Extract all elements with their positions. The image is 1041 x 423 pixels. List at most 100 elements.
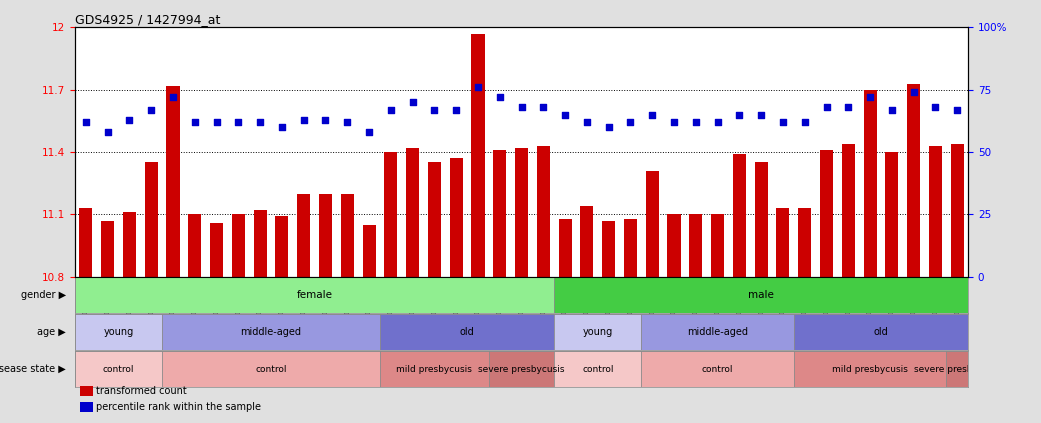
Bar <box>428 162 441 277</box>
Point <box>426 106 442 113</box>
Text: GDS4925 / 1427994_at: GDS4925 / 1427994_at <box>75 14 221 26</box>
Bar <box>406 148 420 277</box>
Bar <box>319 194 332 277</box>
Bar <box>842 144 855 277</box>
Point <box>382 106 399 113</box>
Bar <box>950 144 964 277</box>
Bar <box>340 194 354 277</box>
Bar <box>472 34 484 277</box>
Bar <box>755 162 767 277</box>
Text: young: young <box>583 327 613 337</box>
Bar <box>75 351 162 387</box>
Bar <box>733 154 746 277</box>
Bar <box>794 351 946 387</box>
Bar <box>798 208 811 277</box>
Bar <box>380 314 554 350</box>
Text: young: young <box>103 327 133 337</box>
Text: severe presbycusis: severe presbycusis <box>914 365 1000 374</box>
Text: control: control <box>582 365 613 374</box>
Point <box>884 106 900 113</box>
Point <box>709 119 726 126</box>
Point <box>252 119 269 126</box>
Text: old: old <box>460 327 475 337</box>
Point <box>818 104 835 110</box>
Bar <box>645 171 659 277</box>
Bar <box>450 158 462 277</box>
Bar <box>554 277 968 313</box>
Point <box>665 119 682 126</box>
Point <box>448 106 464 113</box>
Point <box>906 89 922 96</box>
Bar <box>581 206 593 277</box>
Bar <box>777 208 789 277</box>
Bar <box>276 217 288 277</box>
Text: age ▶: age ▶ <box>37 327 66 337</box>
Point <box>949 106 966 113</box>
Bar <box>641 314 794 350</box>
Point <box>513 104 530 110</box>
Bar <box>820 150 833 277</box>
Point <box>928 104 944 110</box>
Point <box>361 129 378 135</box>
Bar <box>123 212 136 277</box>
Point <box>339 119 356 126</box>
Text: mild presbycusis: mild presbycusis <box>397 365 473 374</box>
Bar <box>885 152 898 277</box>
Point <box>318 116 334 123</box>
Point <box>296 116 312 123</box>
Text: male: male <box>748 291 775 300</box>
Text: transformed count: transformed count <box>96 386 186 396</box>
Point <box>579 119 595 126</box>
Point <box>840 104 857 110</box>
Point <box>862 94 879 101</box>
Bar <box>689 214 703 277</box>
Bar <box>75 277 554 313</box>
Point <box>77 119 94 126</box>
Text: disease state ▶: disease state ▶ <box>0 364 66 374</box>
Text: mild presbycusis: mild presbycusis <box>832 365 908 374</box>
Bar <box>79 208 93 277</box>
Point <box>623 119 639 126</box>
Bar <box>362 225 376 277</box>
Text: severe presbycusis: severe presbycusis <box>478 365 565 374</box>
Point <box>601 124 617 131</box>
Point <box>143 106 159 113</box>
Point <box>164 94 181 101</box>
Bar <box>162 351 380 387</box>
Point <box>775 119 791 126</box>
Text: gender ▶: gender ▶ <box>21 291 66 300</box>
Text: control: control <box>702 365 733 374</box>
Bar <box>624 219 637 277</box>
Bar <box>297 194 310 277</box>
Bar <box>101 220 115 277</box>
Bar <box>864 90 877 277</box>
Bar <box>254 210 266 277</box>
Text: middle-aged: middle-aged <box>240 327 302 337</box>
Point <box>491 94 508 101</box>
Bar <box>145 162 158 277</box>
Point <box>230 119 247 126</box>
Point <box>121 116 137 123</box>
Bar <box>75 314 162 350</box>
Bar <box>380 351 489 387</box>
Point <box>644 111 661 118</box>
Bar <box>162 314 380 350</box>
Bar <box>907 84 920 277</box>
Bar <box>794 314 968 350</box>
Bar <box>946 351 968 387</box>
Point <box>208 119 225 126</box>
Point <box>469 84 486 91</box>
Point <box>535 104 552 110</box>
Bar <box>489 351 554 387</box>
Point <box>687 119 704 126</box>
Bar <box>384 152 398 277</box>
Bar <box>929 146 942 277</box>
Bar <box>559 219 572 277</box>
Bar <box>232 214 245 277</box>
Bar <box>711 214 725 277</box>
Point <box>557 111 574 118</box>
Text: female: female <box>297 291 332 300</box>
Bar <box>167 85 179 277</box>
Point <box>796 119 813 126</box>
Point <box>731 111 747 118</box>
